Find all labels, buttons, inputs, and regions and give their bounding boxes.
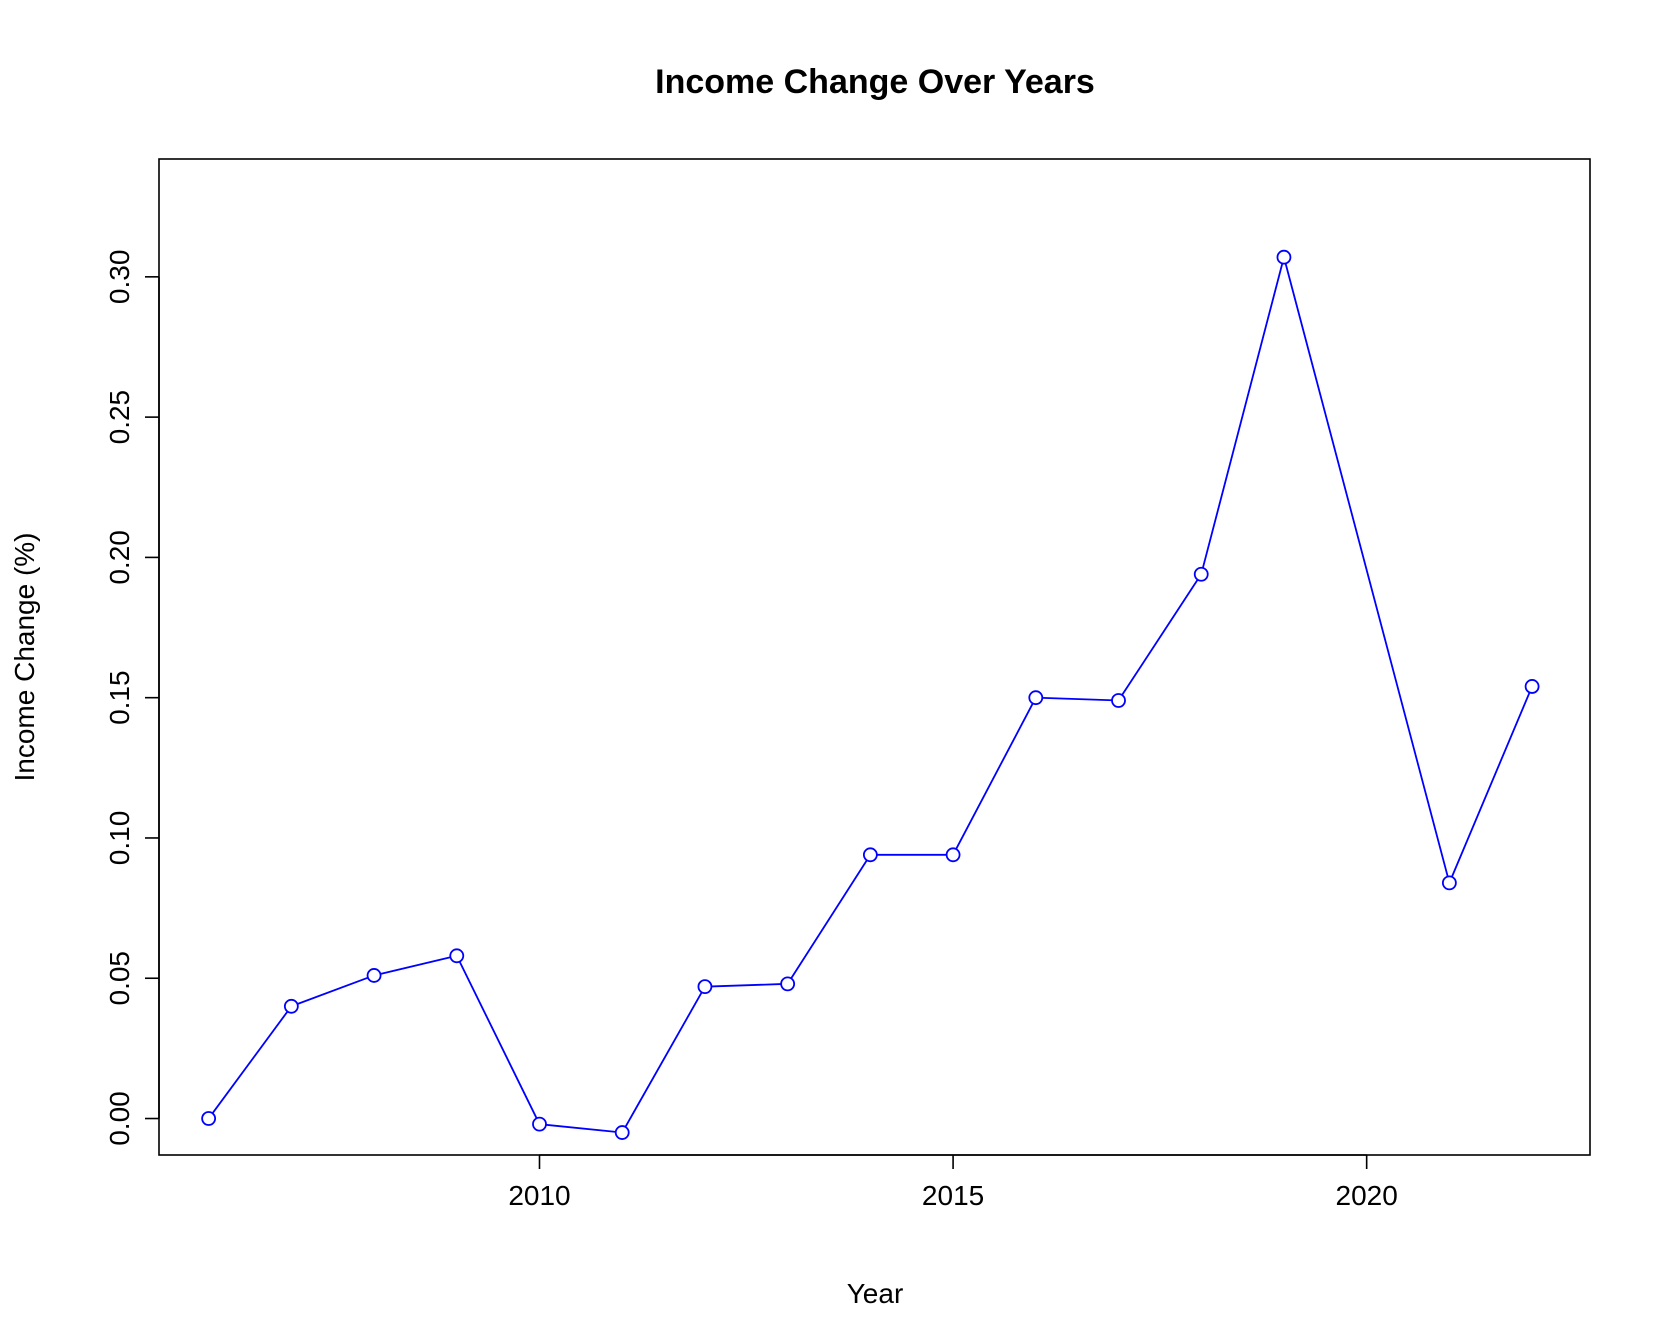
y-tick-label: 0.25 <box>104 390 135 445</box>
series-segment <box>1042 697 1113 702</box>
series-segment <box>1202 263 1284 569</box>
data-point <box>862 847 878 863</box>
series-segment <box>624 991 703 1128</box>
data-point <box>449 948 465 964</box>
series-segment <box>297 976 369 1005</box>
y-tick-label: 0.20 <box>104 530 135 585</box>
series-layer <box>201 249 1540 1140</box>
series-segment <box>1121 579 1199 696</box>
data-point <box>1441 875 1457 891</box>
data-point <box>1276 249 1292 265</box>
x-tick-label: 2020 <box>1336 1180 1398 1211</box>
series-segment <box>1451 692 1531 878</box>
data-point <box>1524 679 1540 694</box>
data-point <box>283 998 299 1014</box>
data-point <box>614 1125 630 1140</box>
x-tick-label: 2015 <box>922 1180 984 1211</box>
data-point <box>201 1111 217 1126</box>
plot-frame <box>158 158 1591 1156</box>
series-segment <box>211 1010 289 1114</box>
data-point <box>1028 690 1044 706</box>
data-point <box>1111 693 1126 708</box>
y-tick-label: 0.00 <box>104 1091 135 1146</box>
series-segment <box>380 956 451 975</box>
y-axis: 0.00 0.05 0.10 0.15 0.20 0.25 0.30 <box>104 250 160 1146</box>
data-point <box>780 976 796 992</box>
data-point <box>366 968 382 983</box>
series-segment <box>545 1123 616 1133</box>
y-tick-label: 0.30 <box>104 250 135 305</box>
chart-title: Income Change Over Years <box>655 63 1095 101</box>
series-segment <box>790 859 868 979</box>
data-point <box>945 847 961 863</box>
data-point <box>697 979 713 995</box>
series-segment <box>1284 263 1449 877</box>
x-tick-label: 2010 <box>508 1180 570 1211</box>
series-segment <box>458 961 538 1119</box>
y-tick-label: 0.05 <box>104 951 135 1006</box>
y-axis-label: Income Change (%) <box>9 532 40 781</box>
x-axis: 2010 2015 2020 <box>508 1154 1398 1211</box>
x-axis-label: Year <box>847 1278 904 1309</box>
series-segment <box>955 703 1034 850</box>
y-tick-label: 0.10 <box>104 811 135 866</box>
data-point <box>1193 566 1209 582</box>
data-point <box>532 1116 547 1132</box>
y-tick-label: 0.15 <box>104 670 135 725</box>
series-segment <box>711 983 782 988</box>
